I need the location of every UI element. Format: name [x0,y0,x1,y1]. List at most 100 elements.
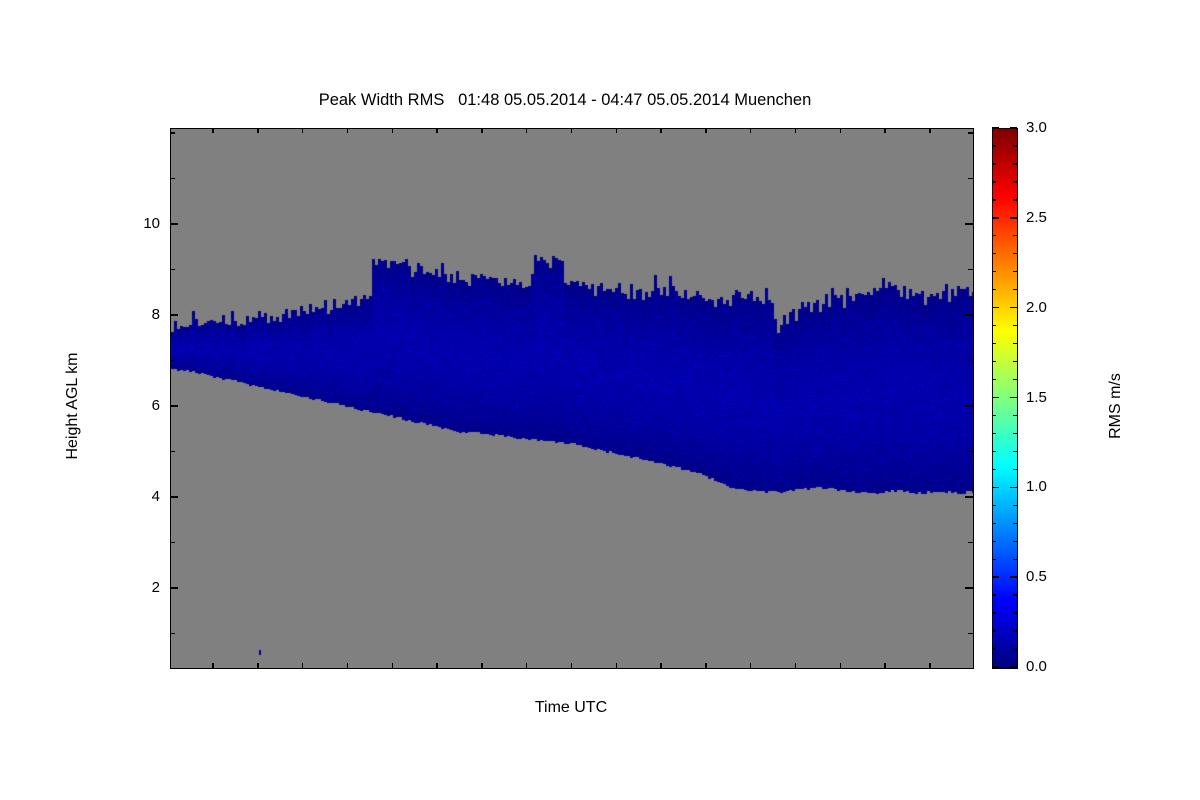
y-tick-minor [968,359,973,362]
colorbar-tick-major [992,396,999,399]
y-tick-label: 4 [151,488,160,505]
x-tick-minor [391,663,393,668]
x-tick-minor [884,128,886,133]
colorbar-tick-minor [992,235,996,237]
colorbar-tick-minor [992,360,996,363]
y-tick-major [170,587,178,589]
y-tick-minor [170,450,175,453]
y-tick-minor [968,450,973,453]
colorbar-tick-minor [1013,468,1017,471]
x-tick-minor [570,663,573,668]
y-tick-major [965,223,973,225]
colorbar-tick-minor [992,145,996,147]
x-tick-minor [794,128,797,133]
colorbar-tick-major [1010,306,1017,309]
colorbar-tick-minor [992,540,996,542]
colorbar-tick-major [992,306,999,309]
x-tick-minor [570,128,573,133]
colorbar-tick-minor [1013,145,1017,147]
x-tick-minor [301,128,304,133]
colorbar-tick-minor [992,558,996,560]
x-tick-minor [481,663,483,668]
colorbar-tick-minor [1013,378,1017,381]
x-tick-minor [525,128,528,133]
colorbar-tick-minor [992,271,996,273]
colorbar-tick-minor [992,612,996,614]
x-tick-minor [615,663,617,668]
y-tick-minor [968,132,973,134]
colorbar-tick-minor [992,342,996,345]
colorbar-tick-minor [1013,540,1017,542]
colorbar-tick-minor [1013,235,1017,237]
y-tick-major [170,314,178,316]
colorbar-tick-major [1010,217,1017,219]
x-axis-label: Time UTC [534,699,608,716]
y-tick-minor [170,268,175,271]
colorbar-tick-minor [992,504,996,506]
x-tick-minor [436,128,438,133]
y-tick-major [965,587,973,589]
colorbar-tick-minor [992,648,996,650]
colorbar-tick-major [1010,486,1017,489]
colorbar-tick-minor [1013,450,1017,453]
x-tick-minor [525,663,528,668]
colorbar-tick-minor [1013,271,1017,273]
colorbar-tick-label: 1.5 [1026,388,1047,406]
colorbar-tick-minor [1013,163,1017,165]
x-tick-minor [794,663,797,668]
colorbar-tick-minor [1013,630,1017,632]
colorbar-tick-major [992,576,999,578]
colorbar-tick-minor [1013,324,1017,327]
y-tick-major [965,405,973,407]
colorbar-tick-major [1010,396,1017,399]
y-tick-major [170,405,178,407]
colorbar-tick-label: 2.5 [1026,208,1047,226]
y-tick-minor [170,177,175,180]
colorbar-tick-minor [1013,612,1017,614]
x-tick-minor [346,128,349,133]
x-tick-minor [346,663,349,668]
x-tick-minor [839,663,841,668]
colorbar-tick-minor [1013,594,1017,596]
x-tick-minor [839,128,841,133]
x-tick-minor [212,128,214,133]
colorbar-tick-minor [992,594,996,596]
colorbar-tick-minor [992,199,996,201]
y-tick-label: 10 [143,215,160,232]
x-tick-minor [257,128,259,133]
colorbar-tick-major [1010,576,1017,578]
x-tick-minor [660,128,662,133]
x-tick-minor [749,128,752,133]
colorbar-tick-minor [992,414,996,417]
chart-title: Peak Width RMS 01:48 05.05.2014 - 04:47 … [318,91,812,109]
colorbar-tick-major [992,127,999,129]
x-tick-minor [301,663,304,668]
y-tick-major [170,223,178,225]
x-tick-minor [212,663,214,668]
colorbar-tick-minor [1013,558,1017,560]
y-tick-minor [170,132,175,134]
colorbar-tick-minor [992,324,996,327]
colorbar-tick-major [1010,666,1017,668]
colorbar-tick-major [992,486,999,489]
colorbar-tick-minor [992,289,996,291]
colorbar-tick-minor [1013,253,1017,255]
colorbar-tick-minor [1013,342,1017,345]
y-tick-minor [968,541,973,544]
colorbar[interactable] [992,128,1018,669]
colorbar-tick-minor [1013,360,1017,363]
colorbar-tick-minor [992,163,996,165]
y-tick-major [965,314,973,316]
y-tick-minor [968,268,973,271]
colorbar-tick-minor [1013,432,1017,435]
y-tick-major [965,496,973,498]
x-tick-minor [660,663,662,668]
y-tick-major [170,496,178,498]
colorbar-tick-minor [1013,289,1017,291]
plot-area[interactable] [170,128,974,669]
colorbar-tick-minor [992,450,996,453]
x-tick-minor [615,128,617,133]
x-tick-minor [257,663,259,668]
colorbar-tick-minor [1013,648,1017,650]
